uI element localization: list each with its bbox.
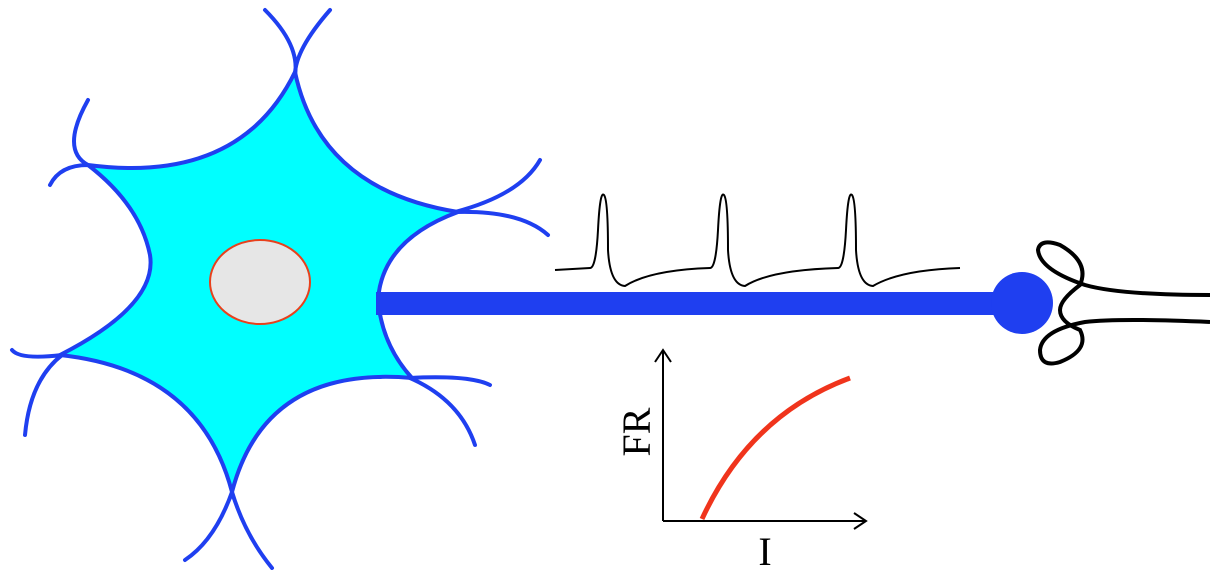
dendrite [48,98,90,187]
dendrite [263,8,332,76]
x-arrow [853,512,868,530]
dendrite [408,375,492,447]
inset-axes [654,348,868,530]
nucleus [209,239,311,325]
axon [376,292,1022,315]
dendrite [183,490,274,570]
postsynaptic-terminal [1035,240,1210,366]
axon-terminal [991,272,1053,334]
y-arrow [654,348,672,363]
x-label: I [758,529,771,570]
spike-train [554,193,961,288]
dendrite [453,158,550,237]
y-label: FR [614,407,659,456]
dendrites [10,8,550,570]
dendrite [10,348,64,437]
fi-curve [699,375,851,521]
